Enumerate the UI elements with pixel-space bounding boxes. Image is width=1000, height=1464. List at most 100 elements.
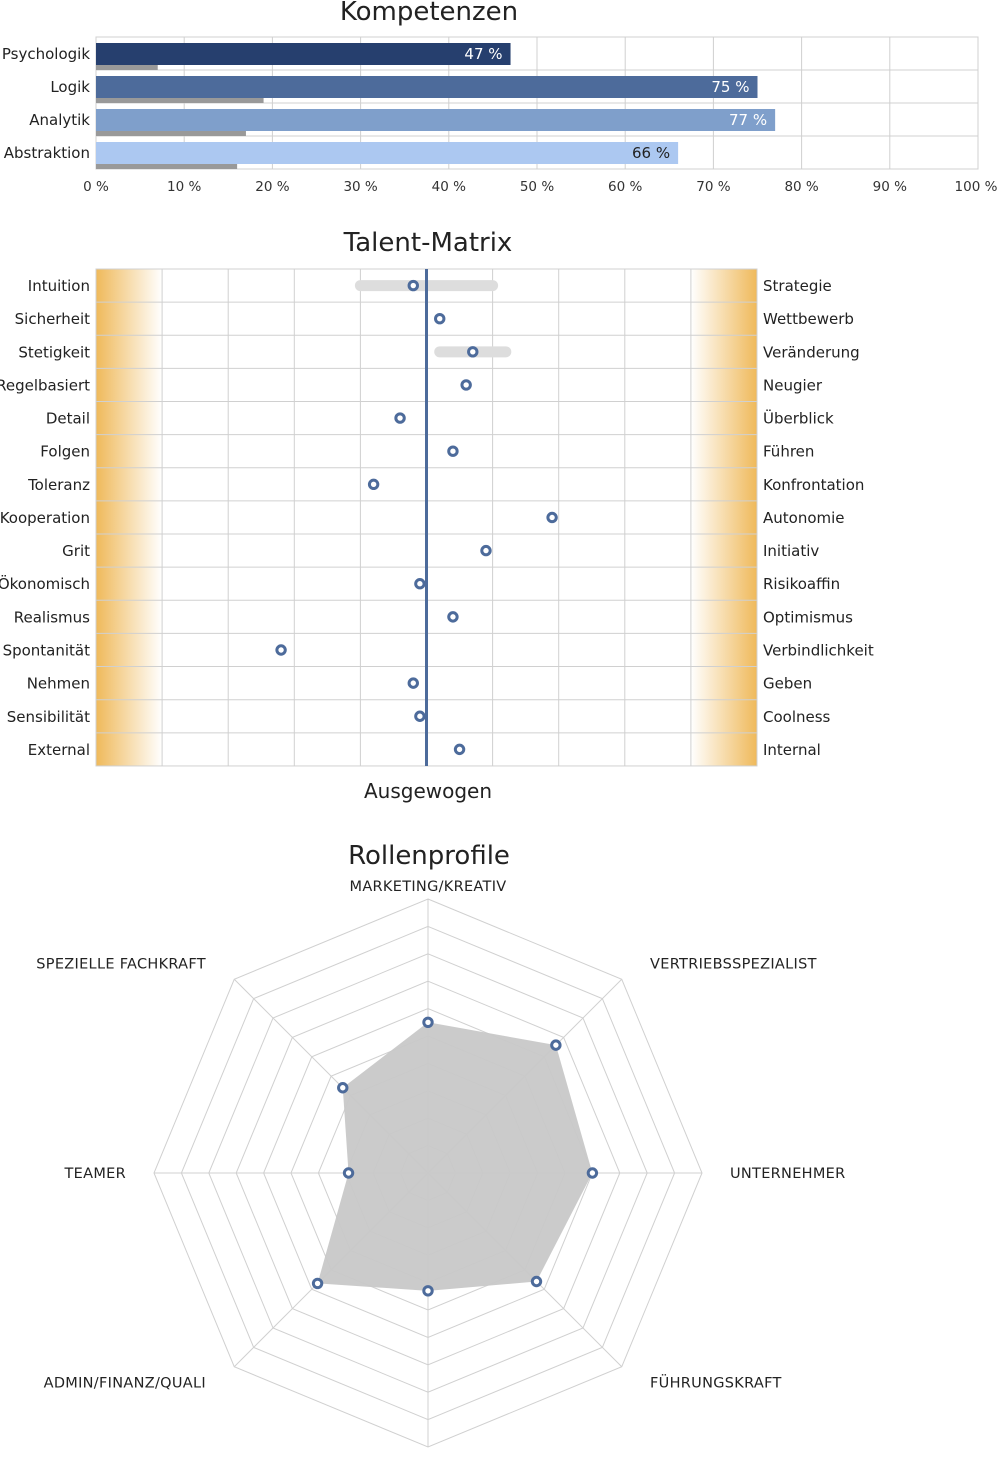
talent-right-label: Coolness [763,708,831,726]
kompetenzen-bar-value-label: 77 % [729,111,767,129]
kompetenzen-bar [96,76,758,98]
talent-left-label: Toleranz [27,476,90,494]
talent-right-label: Strategie [763,277,832,295]
talent-right-label: Wettbewerb [763,310,854,328]
talent-matrix-title: Talent-Matrix [343,228,513,258]
talent-right-label: Verbindlichkeit [763,641,874,659]
kompetenzen-reference-bar [96,65,158,70]
talent-left-label: Kooperation [0,509,90,527]
talent-point [447,611,459,623]
talent-point [367,478,380,491]
rollenprofile-chart: Rollenprofile MARKETING/KREATIV VERTRIEBS… [36,841,846,1448]
kompetenzen-x-tick-label: 70 % [696,179,730,195]
kompetenzen-x-tick-label: 0 % [83,179,109,195]
radar-point [586,1167,599,1179]
radar-point [550,1039,562,1051]
kompetenzen-chart: Kompetenzen 47 % 75 % 77 % 66 % Psychologik… [2,0,998,195]
talent-point [275,644,287,656]
kompetenzen-bar-value-label: 75 % [711,78,749,96]
talent-point [546,511,558,524]
talent-left-label: Realismus [14,608,90,626]
radar-point [422,1285,434,1297]
radar-axis-label: VERTRIEBSSPEZIALIST [650,957,817,973]
talent-point [480,544,492,557]
talent-left-label: Detail [46,410,90,428]
radar-axis-label: SPEZIELLE FACHKRAFT [36,957,206,973]
talent-point [394,412,406,424]
talent-point [407,279,419,292]
kompetenzen-reference-bar [96,164,238,169]
talent-matrix-x-label: Ausgewogen [364,779,492,803]
kompetenzen-x-tick-label: 30 % [343,179,377,195]
talent-matrix-chart: Talent-Matrix Intuition Sicherheit Stetigk… [0,228,874,803]
talent-left-label: Intuition [28,277,90,295]
kompetenzen-bar-value-label: 47 % [464,45,502,63]
talent-left-label: Folgen [40,443,90,461]
kompetenzen-category-label: Logik [50,78,90,96]
talent-left-label: External [28,741,90,759]
talent-left-labels: Intuition Sicherheit Stetigkeit Regelbasier… [0,277,90,759]
talent-right-labels: Strategie Wettbewerb Veränderung Neugier Übe… [763,277,874,759]
talent-left-label: Sensibilität [7,708,90,726]
talent-point [453,743,466,756]
kompetenzen-title: Kompetenzen [340,0,518,27]
talent-right-label: Autonomie [763,509,845,527]
talent-left-label: Spontanität [3,641,91,659]
radar-axis-label: ADMIN/FINANZ/QUALI [44,1375,206,1391]
talent-right-label: Überblick [763,409,834,428]
radar-axis-label: UNTERNEHMER [730,1166,846,1182]
kompetenzen-bar [96,109,776,131]
talent-left-label: Nehmen [27,675,90,693]
talent-left-label: Grit [62,542,90,560]
talent-right-edge-gradient [691,269,757,766]
talent-point [467,346,479,358]
talent-right-label: Internal [763,741,821,759]
radar-axis-label: MARKETING/KREATIV [350,879,507,895]
radar-point [530,1275,543,1288]
talent-right-label: Neugier [763,376,823,394]
talent-point [414,578,426,590]
talent-left-edge-gradient [96,269,162,766]
kompetenzen-category-label: Psychologik [2,45,90,63]
kompetenzen-reference-bar [96,131,246,136]
talent-left-label: Sicherheit [15,310,90,328]
talent-right-label: Konfrontation [763,476,864,494]
radar-area [317,1022,593,1291]
radar-point [342,1167,355,1179]
talent-point [460,379,472,391]
talent-left-label: Regelbasiert [0,376,90,394]
radar-axis-labels: MARKETING/KREATIV VERTRIEBSSPEZIALIST UNTE… [36,879,846,1391]
talent-right-label: Führen [763,443,814,461]
kompetenzen-reference-bar [96,98,264,103]
talent-right-label: Initiativ [763,542,819,560]
kompetenzen-x-tick-label: 40 % [432,179,466,195]
kompetenzen-x-tick-label: 50 % [520,179,554,195]
kompetenzen-bars: 47 % 75 % 77 % 66 % [96,43,776,169]
talent-right-label: Risikoaffin [763,575,840,593]
radar-profile [311,1016,599,1297]
kompetenzen-x-ticks: 0 % 10 % 20 % 30 % 40 % 50 % 60 % 70 % 80 % 90 % 1… [83,179,997,195]
kompetenzen-bar [96,43,511,65]
talent-left-label: Stetigkeit [18,343,90,361]
kompetenzen-x-tick-label: 20 % [255,179,289,195]
kompetenzen-category-labels: Psychologik Logik Analytik Abstraktion [2,45,90,162]
kompetenzen-bar [96,142,679,164]
kompetenzen-x-tick-label: 60 % [608,179,642,195]
kompetenzen-x-tick-label: 10 % [167,179,201,195]
radar-axis-label: TEAMER [64,1166,127,1182]
kompetenzen-x-tick-label: 100 % [955,179,998,195]
kompetenzen-x-tick-label: 90 % [873,179,907,195]
rollenprofile-title: Rollenprofile [348,841,510,871]
talent-matrix-points [275,269,558,766]
talent-right-label: Veränderung [763,343,860,361]
radar-point [337,1082,349,1094]
talent-point [407,677,419,689]
talent-right-label: Optimismus [763,608,853,626]
kompetenzen-category-label: Analytik [29,111,90,129]
kompetenzen-category-label: Abstraktion [4,144,90,162]
talent-point [434,312,446,325]
radar-axis-label: FÜHRUNGSKRAFT [650,1373,782,1391]
kompetenzen-x-tick-label: 80 % [784,179,818,195]
radar-point [422,1016,434,1028]
